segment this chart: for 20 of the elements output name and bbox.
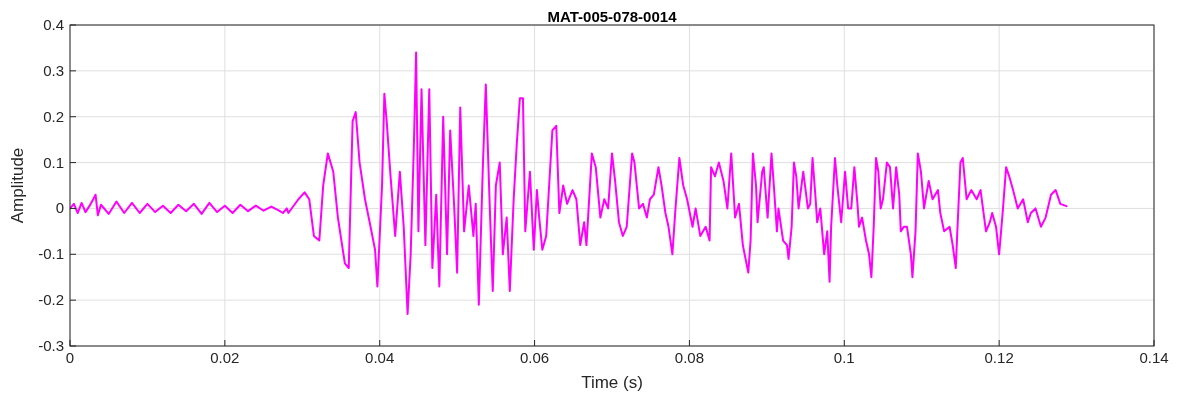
y-tick-label: 0.2 <box>43 107 64 125</box>
x-tick-label: 0.12 <box>984 349 1014 366</box>
x-tick-label: 0.14 <box>1139 349 1169 366</box>
y-tick-label: 0.1 <box>43 153 64 171</box>
x-tick-label: 0.02 <box>210 349 240 366</box>
line-series <box>70 51 1068 315</box>
y-tick-label: -0.3 <box>38 337 64 354</box>
chart-title: MAT-005-078-0014 <box>547 8 678 25</box>
y-tick-label: -0.1 <box>38 245 64 263</box>
x-tick-label: 0 <box>65 349 75 366</box>
x-tick-label: 0.08 <box>674 349 705 366</box>
y-tick-label: -0.2 <box>38 291 64 309</box>
x-tick-label: 0.06 <box>519 349 550 366</box>
x-tick-label: 0.04 <box>365 349 395 366</box>
y-tick-label: 0.3 <box>43 61 64 79</box>
y-tick-label: 0.4 <box>43 16 64 33</box>
y-axis-title: Amplitude <box>8 147 27 224</box>
x-tick-label: 0.1 <box>833 349 855 366</box>
x-axis-title: Time (s) <box>581 373 643 392</box>
y-tick-label: 0 <box>55 199 64 217</box>
